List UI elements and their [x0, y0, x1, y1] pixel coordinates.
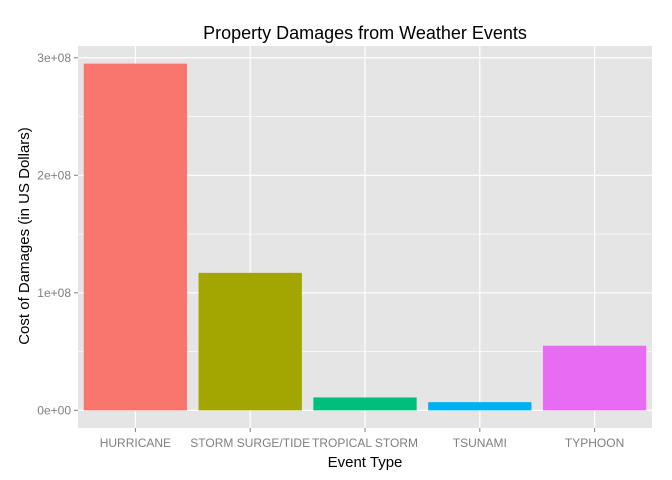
bar [542, 345, 647, 411]
x-axis: HURRICANE STORM SURGE/TIDE TROPICAL STORM T… [100, 428, 624, 450]
x-tick-label: TSUNAMI [453, 436, 507, 450]
chart-title: Property Damages from Weather Events [203, 23, 527, 43]
y-tick-label: 0e+00 [37, 403, 71, 417]
x-tick-label: TYPHOON [565, 436, 624, 450]
y-axis: 0e+00 1e+08 2e+08 3e+08 [37, 51, 78, 417]
bar [198, 272, 302, 411]
x-tick-label: TROPICAL STORM [312, 436, 418, 450]
y-tick-label: 1e+08 [37, 286, 71, 300]
x-tick-label: HURRICANE [100, 436, 171, 450]
x-axis-title: Event Type [328, 454, 403, 471]
bar [83, 63, 188, 411]
bars [83, 63, 647, 411]
y-axis-title: Cost of Damages (in US Dollars) [16, 127, 33, 345]
bar [428, 402, 532, 411]
bar [313, 397, 417, 411]
y-tick-label: 2e+08 [37, 168, 71, 182]
y-tick-label: 3e+08 [37, 51, 71, 65]
x-tick-label: STORM SURGE/TIDE [190, 436, 310, 450]
